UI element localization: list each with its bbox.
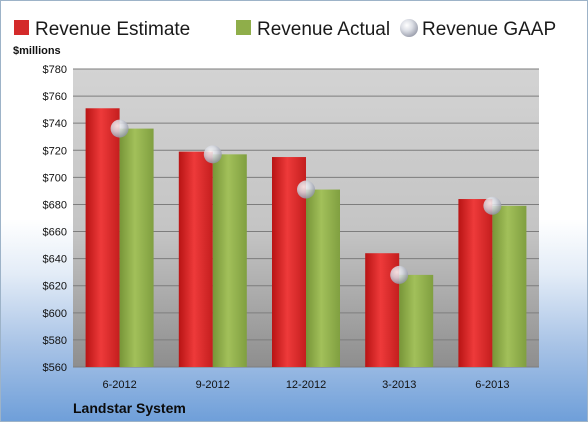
bar-revenue-estimate [85,108,120,368]
bar-revenue-actual [212,154,247,367]
legend-label-revenue-estimate: Revenue Estimate [35,19,190,40]
bar-revenue-estimate [178,151,213,367]
legend-label-revenue-actual: Revenue Actual [257,19,390,40]
bar-revenue-actual [492,205,527,367]
y-tick-label: $640 [43,254,67,266]
legend: Revenue Estimate Revenue Actual Revenue … [14,19,556,40]
bars [85,108,527,368]
x-tick-label: 6-2012 [102,379,136,391]
bar-revenue-actual [119,128,154,367]
y-tick-label: $660 [43,227,67,239]
x-tick-label: 3-2013 [382,379,416,391]
y-tick-label: $700 [43,172,67,184]
y-axis-label: $millions [13,45,61,57]
x-tick-label: 6-2013 [475,379,509,391]
marker-revenue-gaap [203,145,222,164]
y-tick-label: $560 [43,362,67,374]
y-tick-label: $620 [43,281,67,293]
bar-revenue-estimate [458,199,493,367]
legend-swatch-revenue-actual [236,20,251,35]
y-tick-label: $740 [43,118,67,130]
x-tick-label: 12-2012 [286,379,326,391]
y-tick-label: $760 [43,91,67,103]
legend-swatch-revenue-estimate [14,20,29,35]
y-tick-label: $600 [43,308,67,320]
x-tick-label: 9-2012 [196,379,230,391]
y-tick-label: $580 [43,335,67,347]
marker-revenue-gaap [483,196,502,215]
legend-label-revenue-gaap: Revenue GAAP [422,19,556,40]
y-tick-label: $680 [43,199,67,211]
y-tick-label: $720 [43,145,67,157]
marker-revenue-gaap [297,180,315,199]
marker-revenue-gaap [110,119,129,138]
gaap-markers [110,119,502,284]
bar-revenue-actual [306,189,340,367]
company-name: Landstar System [73,400,186,416]
y-axis-ticks: $560 $580 $600 $620 $640 $660 $680 $700 $720 $740… [43,64,67,374]
x-axis-ticks: 6-2012 9-2012 12-2012 3-2013 6-2013 [102,379,509,391]
legend-marker-revenue-gaap [400,19,418,37]
marker-revenue-gaap [390,265,409,284]
y-tick-label: $780 [43,64,67,76]
bar-revenue-actual [399,274,434,367]
